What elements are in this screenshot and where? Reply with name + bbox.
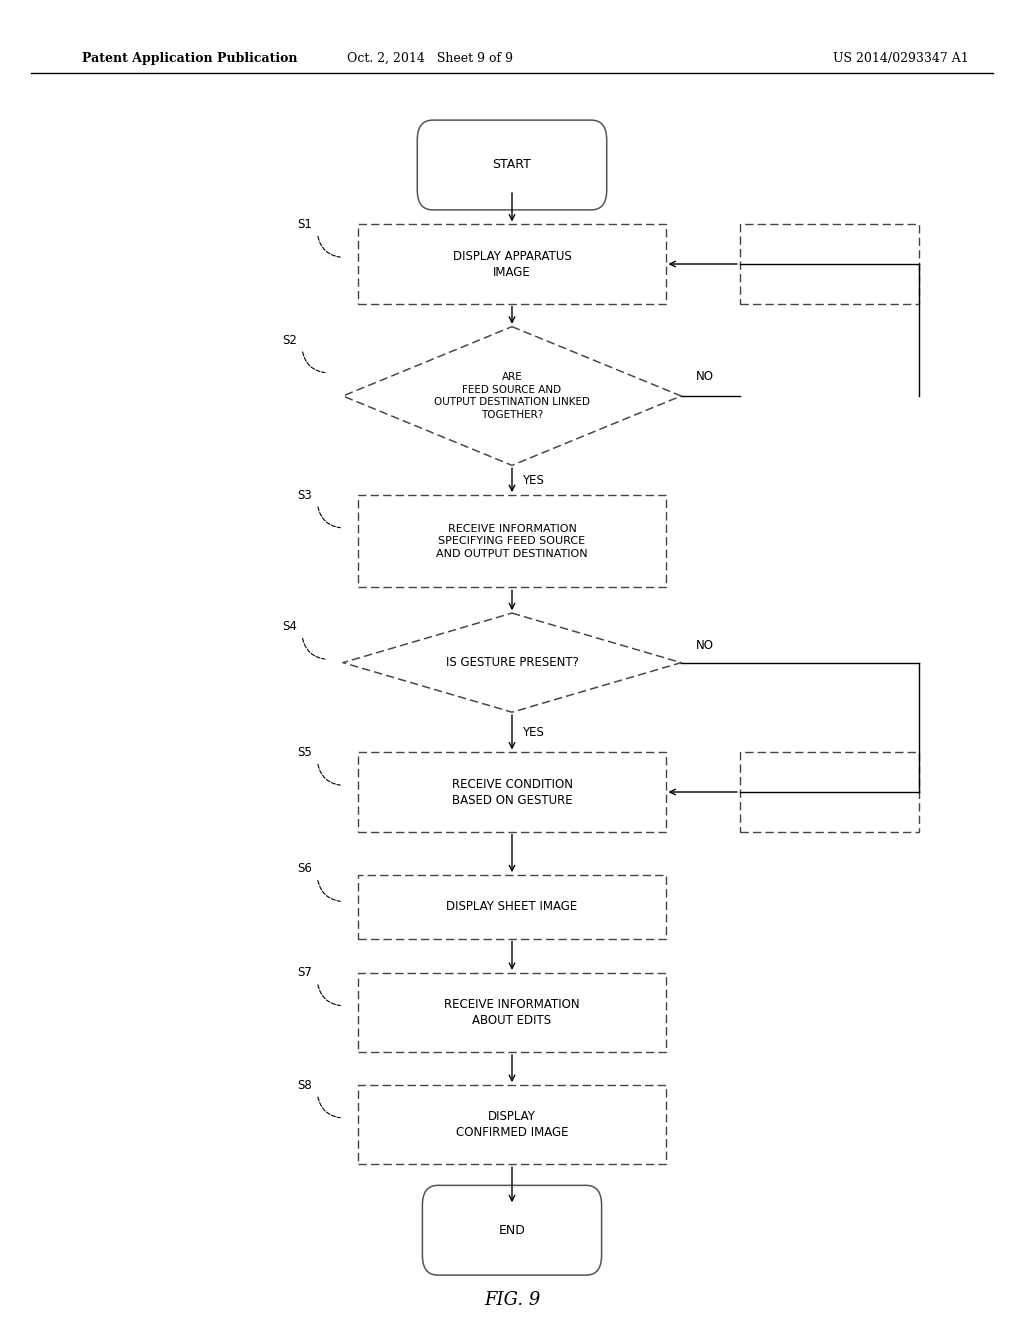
Text: S2: S2: [282, 334, 297, 347]
Bar: [358, 1085, 666, 1164]
Text: IS GESTURE PRESENT?: IS GESTURE PRESENT?: [445, 656, 579, 669]
Polygon shape: [343, 327, 681, 466]
Text: RECEIVE INFORMATION
ABOUT EDITS: RECEIVE INFORMATION ABOUT EDITS: [444, 998, 580, 1027]
Text: Oct. 2, 2014   Sheet 9 of 9: Oct. 2, 2014 Sheet 9 of 9: [347, 51, 513, 65]
Text: YES: YES: [522, 726, 544, 739]
Text: S4: S4: [282, 620, 297, 634]
Text: DISPLAY SHEET IMAGE: DISPLAY SHEET IMAGE: [446, 900, 578, 913]
Text: START: START: [493, 158, 531, 172]
Text: FIG. 9: FIG. 9: [483, 1291, 541, 1309]
Text: END: END: [499, 1224, 525, 1237]
Bar: [358, 973, 666, 1052]
Bar: [358, 495, 666, 587]
Text: NO: NO: [696, 639, 715, 652]
Bar: [739, 224, 920, 304]
Bar: [358, 875, 666, 939]
Polygon shape: [343, 612, 681, 713]
Text: S3: S3: [298, 488, 312, 502]
Text: DISPLAY
CONFIRMED IMAGE: DISPLAY CONFIRMED IMAGE: [456, 1110, 568, 1139]
Text: RECEIVE INFORMATION
SPECIFYING FEED SOURCE
AND OUTPUT DESTINATION: RECEIVE INFORMATION SPECIFYING FEED SOUR…: [436, 524, 588, 558]
Bar: [358, 224, 666, 304]
FancyBboxPatch shape: [422, 1185, 601, 1275]
Text: S1: S1: [297, 218, 312, 231]
Text: Patent Application Publication: Patent Application Publication: [82, 51, 297, 65]
Text: US 2014/0293347 A1: US 2014/0293347 A1: [834, 51, 969, 65]
Text: S8: S8: [298, 1078, 312, 1092]
Bar: [358, 752, 666, 832]
Text: S6: S6: [297, 862, 312, 875]
Text: NO: NO: [696, 370, 715, 383]
Bar: [739, 752, 920, 832]
Text: S5: S5: [298, 746, 312, 759]
Text: YES: YES: [522, 474, 544, 487]
Text: RECEIVE CONDITION
BASED ON GESTURE: RECEIVE CONDITION BASED ON GESTURE: [452, 777, 572, 807]
Text: DISPLAY APPARATUS
IMAGE: DISPLAY APPARATUS IMAGE: [453, 249, 571, 279]
Text: S7: S7: [297, 966, 312, 979]
FancyBboxPatch shape: [418, 120, 606, 210]
Text: ARE
FEED SOURCE AND
OUTPUT DESTINATION LINKED
TOGETHER?: ARE FEED SOURCE AND OUTPUT DESTINATION L…: [434, 372, 590, 420]
